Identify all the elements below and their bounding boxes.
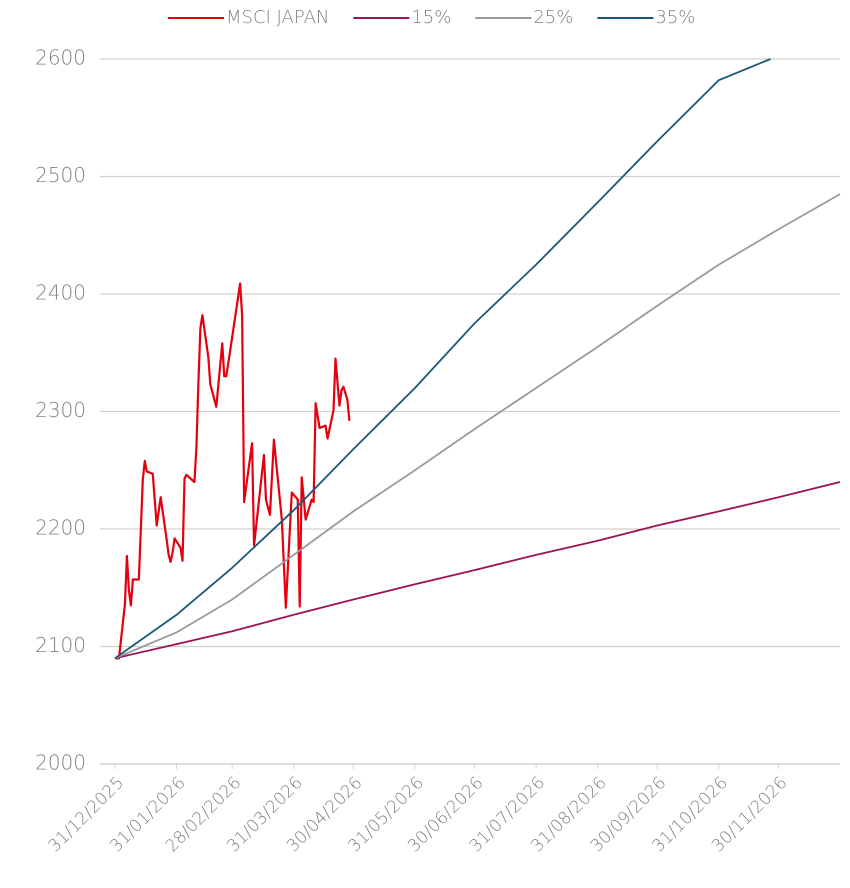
legend-label: MSCI JAPAN [226, 7, 329, 28]
series-line [114, 481, 841, 660]
legend-label: 15% [411, 7, 451, 28]
legend-label: 25% [533, 7, 573, 28]
y-tick-label: 2200 [35, 516, 86, 540]
y-tick-label: 2600 [35, 46, 86, 70]
y-tick-label: 2400 [35, 281, 86, 305]
y-tick-label: 2000 [35, 751, 86, 775]
series-line [115, 282, 351, 660]
y-tick-label: 2500 [35, 163, 86, 187]
y-tick-label: 2300 [35, 398, 86, 422]
series-line [114, 193, 841, 660]
series-line [114, 58, 771, 659]
legend-label: 35% [655, 7, 695, 28]
y-tick-label: 2100 [35, 633, 86, 657]
